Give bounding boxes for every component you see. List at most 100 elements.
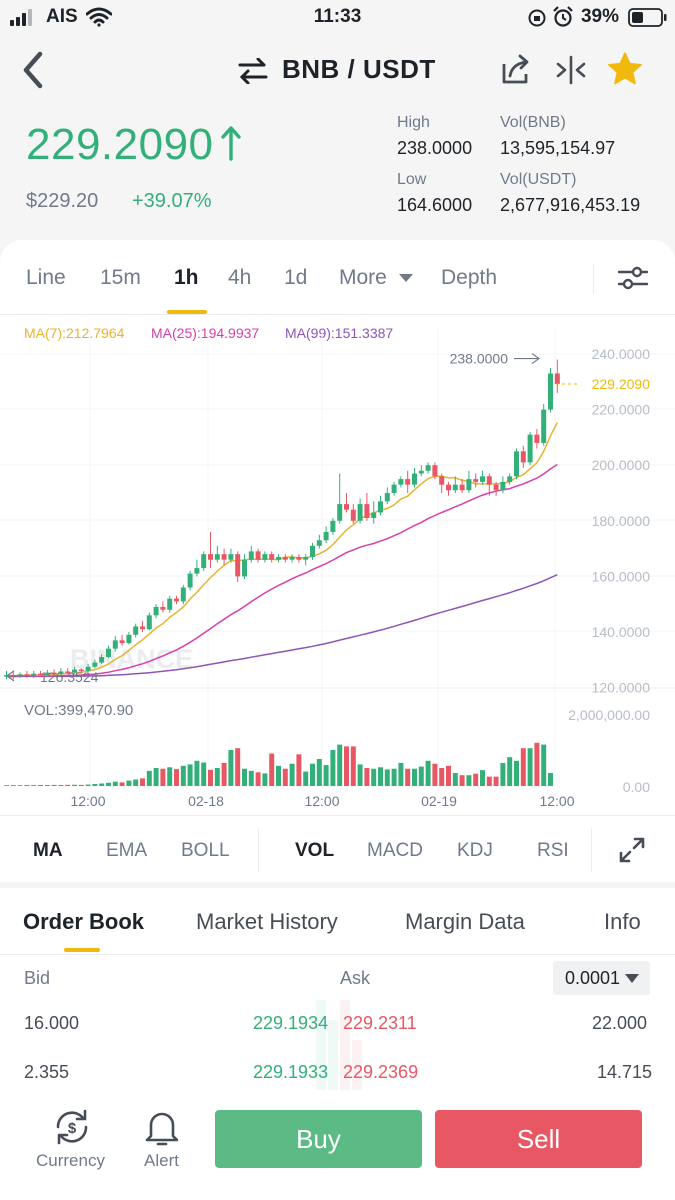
volume-bar — [466, 775, 472, 786]
volume-bar — [133, 779, 139, 786]
candle — [248, 551, 254, 560]
volume-bar — [10, 785, 16, 786]
volume-bar — [38, 784, 43, 786]
volume-bar — [72, 784, 77, 786]
volume-bar — [140, 778, 145, 786]
back-icon[interactable] — [18, 50, 48, 90]
time-axis-label: 12:00 — [70, 793, 105, 809]
sell-button[interactable]: Sell — [435, 1110, 642, 1168]
tab-order-book[interactable]: Order Book — [23, 909, 145, 934]
max-price-label: 238.0000 — [450, 351, 509, 367]
indicator-kdj[interactable]: KDJ — [457, 840, 493, 861]
high-value: 238.0000 — [397, 138, 473, 158]
candle — [337, 504, 343, 521]
candle — [514, 451, 519, 477]
indicator-vol[interactable]: VOL — [295, 840, 335, 861]
price-axis-label: 160.0000 — [592, 568, 651, 584]
price-axis-label: 140.0000 — [592, 624, 651, 640]
candle — [425, 465, 431, 471]
candle — [201, 554, 207, 569]
candle — [153, 606, 159, 616]
volume-bar — [452, 773, 458, 786]
candle — [316, 540, 322, 546]
bell-icon[interactable] — [143, 1107, 181, 1147]
candle — [384, 493, 390, 502]
tab-15m[interactable]: 15m — [100, 266, 141, 289]
candle — [520, 451, 526, 463]
volume-bar — [221, 762, 227, 786]
ma7-line — [6, 422, 558, 677]
tab-depth[interactable]: Depth — [441, 266, 498, 289]
volume-axis-label: 0.00 — [623, 779, 650, 795]
candle — [541, 409, 547, 443]
candle — [344, 504, 349, 510]
min-price-label: 126.3524 — [40, 669, 99, 685]
candle — [289, 556, 295, 560]
price-up-arrow-icon — [221, 126, 241, 161]
carrier-name: AIS — [46, 6, 78, 27]
divider — [0, 815, 675, 816]
time-axis-label: 02-18 — [188, 793, 224, 809]
chart-settings-icon[interactable] — [617, 265, 649, 291]
more-dropdown-icon[interactable] — [398, 272, 414, 284]
volume-bar — [371, 768, 377, 786]
volume-bar — [398, 762, 404, 786]
candlestick-chart[interactable]: BINANCE 240.0000220.0000200.0000180.0000… — [0, 310, 675, 810]
volume-bar — [364, 768, 370, 786]
volume-bar — [119, 782, 125, 786]
volume-bar — [160, 768, 166, 786]
pair-title[interactable]: BNB / USDT — [282, 54, 436, 84]
volume-bar — [208, 769, 213, 786]
volume-bar — [242, 768, 247, 786]
last-price: 229.2090 — [26, 120, 214, 169]
fullscreen-icon[interactable] — [618, 836, 646, 864]
volume-bar — [418, 766, 424, 786]
candle — [78, 669, 84, 672]
indicator-ema[interactable]: EMA — [106, 840, 148, 861]
indicator-rsi[interactable]: RSI — [537, 840, 569, 861]
tab-line[interactable]: Line — [26, 266, 66, 289]
currency-convert-icon[interactable]: $ — [52, 1107, 92, 1147]
candle — [140, 626, 145, 630]
tab-1d[interactable]: 1d — [284, 266, 308, 289]
bid-header: Bid — [24, 968, 51, 988]
candle — [194, 568, 200, 574]
time-axis-label: 12:00 — [539, 793, 574, 809]
volume-bar — [514, 760, 519, 786]
volume-bar — [541, 744, 547, 786]
candle — [357, 504, 363, 521]
volume-bar — [269, 753, 275, 786]
tab-info[interactable]: Info — [604, 909, 641, 934]
indicator-macd[interactable]: MACD — [367, 840, 423, 861]
tab-more[interactable]: More — [339, 266, 387, 289]
tab-4h[interactable]: 4h — [228, 266, 252, 289]
buy-button[interactable]: Buy — [215, 1110, 422, 1168]
candle — [296, 556, 302, 560]
volume-bar — [262, 773, 268, 786]
favorite-star-icon[interactable] — [607, 52, 643, 86]
volume-bar — [486, 776, 492, 786]
indicator-boll[interactable]: BOLL — [181, 840, 230, 861]
tab-1h[interactable]: 1h — [174, 266, 199, 289]
tab-margin-data[interactable]: Margin Data — [405, 909, 525, 934]
currency-label[interactable]: Currency — [36, 1151, 105, 1170]
min-price-arrow — [5, 670, 34, 682]
candle — [398, 479, 404, 485]
volume-bar — [17, 785, 23, 786]
tab-market-history[interactable]: Market History — [196, 909, 338, 934]
swap-pair-icon[interactable] — [238, 58, 268, 84]
candle — [310, 545, 315, 557]
alert-label[interactable]: Alert — [144, 1151, 179, 1170]
low-label: Low — [397, 171, 427, 188]
candle — [38, 673, 43, 676]
rotation-lock-icon — [528, 9, 546, 27]
volume-bar — [153, 768, 159, 786]
ask-quantity: 14.715 — [597, 1062, 653, 1082]
volume-bar — [316, 759, 322, 786]
indicator-ma[interactable]: MA — [33, 840, 63, 861]
candle — [65, 671, 71, 673]
precision-select[interactable]: 0.0001 — [553, 961, 650, 995]
share-icon[interactable] — [500, 54, 532, 86]
candle — [167, 598, 173, 610]
compare-icon[interactable] — [556, 55, 586, 85]
